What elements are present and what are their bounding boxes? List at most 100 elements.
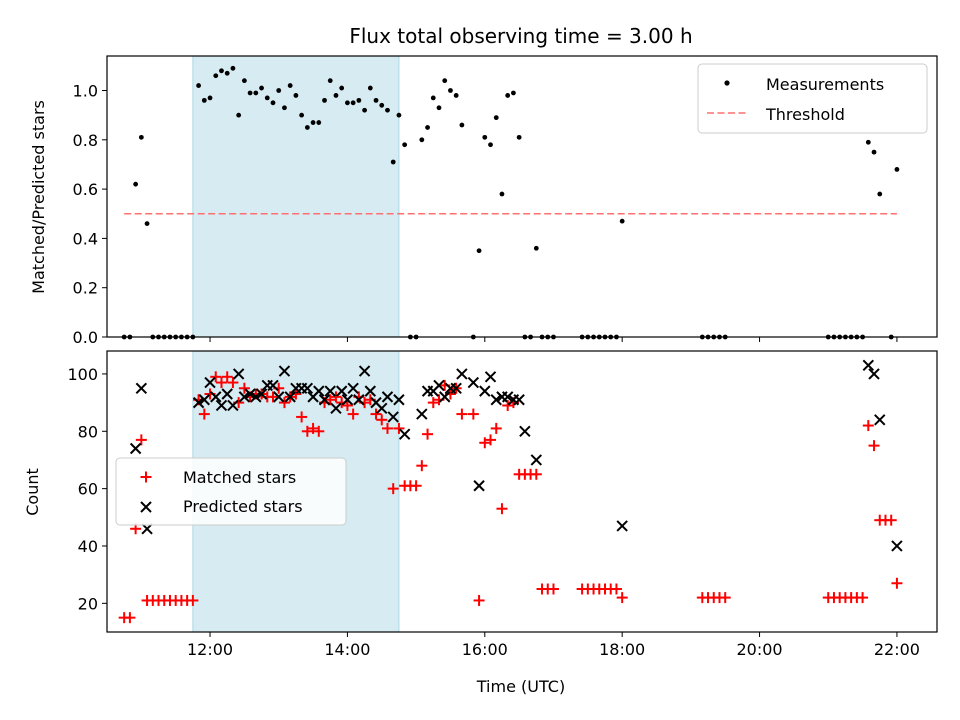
matched-star-point [868,440,880,452]
matched-star-point [307,422,319,434]
predicted-star-point [250,391,262,403]
predicted-star-point [267,379,279,392]
matched-star-point [330,391,342,403]
x-tick-label: 16:00 [462,640,508,659]
predicted-star-point [221,388,233,400]
matched-star-point [301,425,313,437]
matched-star-point [610,583,622,595]
matched-star-point [885,514,897,526]
measurement-point [276,88,282,93]
measurement-point [350,100,356,106]
measurement-point [316,120,322,125]
predicted-star-point [891,540,903,552]
measurement-point [356,97,362,103]
predicted-star-point [358,365,371,377]
legend-box [115,457,347,526]
matched-star-point [393,422,405,434]
measurement-point [476,248,482,254]
matched-star-point [215,377,227,389]
matched-star-point [381,422,393,434]
matched-star-point [187,594,199,606]
measurement-point [282,105,287,111]
matched-star-point [496,503,508,515]
shaded-interval [192,55,400,338]
predicted-star-point [513,394,525,406]
predicted-star-point [335,385,348,397]
measurement-point [448,88,453,93]
predicted-star-point [393,394,405,406]
measurement-point [287,83,293,88]
x-axis-label: Time (UTC) [476,677,565,696]
matched-star-point [490,422,502,434]
matched-star-point [530,468,542,480]
bottom-axes-frame [106,350,938,633]
measurement-point [505,93,511,98]
matched-star-point [370,408,382,420]
predicted-star-point [530,454,543,466]
legend-measurements-label: Measurements [766,75,884,94]
legend-predicted-label: Predicted stars [183,497,303,516]
predicted-star-point [501,391,514,403]
predicted-star-point [416,408,428,420]
measurement-point [402,142,408,148]
predicted-star-point [467,376,480,389]
predicted-star-point [874,414,886,426]
measurement-point [396,112,402,118]
predicted-star-point [479,385,491,397]
y-tick-label: 0.6 [73,180,98,199]
matched-star-point [719,592,731,604]
bottom-y-axis-label: Count [23,468,42,516]
matched-star-point [210,371,222,383]
matched-star-point [422,428,434,440]
matched-star-point [473,594,485,606]
measurement-point [877,191,883,197]
predicted-star-point [868,368,880,380]
matched-star-point [502,399,514,411]
y-tick-label: 20 [78,594,98,613]
predicted-star-point [255,388,268,400]
matched-star-point [857,592,869,604]
measurement-point [333,93,339,98]
matched-star-point [616,592,628,604]
matched-star-point [479,437,491,449]
measurement-point [482,134,488,140]
measurement-point [865,139,871,145]
predicted-star-point [484,371,497,383]
matched-star-point [227,377,239,389]
predicted-star-point [318,394,331,406]
measurement-point [379,102,385,108]
matched-star-point [278,397,290,409]
y-tick-label: 60 [78,480,98,499]
matched-star-point [891,577,903,589]
measurement-point [201,97,207,103]
legend-matched-marker [140,471,152,483]
measurement-point [390,159,396,165]
measurement-point [264,95,270,101]
predicted-star-point [387,411,399,423]
legend-box [697,63,928,134]
measurement-point [236,112,242,118]
measurement-point [138,134,144,140]
predicted-star-point [433,379,445,392]
predicted-star-point [273,391,285,403]
predicted-star-point [519,425,531,437]
matched-star-point [427,397,439,409]
y-tick-label: 0.8 [73,131,98,150]
predicted-star-point [376,402,388,415]
chart-title: Flux total observing time = 3.00 h [349,24,692,48]
legend-measurements-marker [724,80,730,86]
predicted-star-point [341,394,354,406]
measurement-point [339,85,345,91]
measurement-point [259,85,264,91]
y-tick-label: 0.4 [73,229,98,248]
legend-threshold-label: Threshold [765,105,845,124]
predicted-star-point [490,394,502,406]
measurement-point [871,149,877,155]
matched-star-point [341,399,353,411]
measurement-point [894,166,900,172]
predicted-star-point [227,399,239,412]
predicted-star-point [192,396,205,409]
predicted-star-point [232,368,245,380]
matched-star-point [296,411,308,423]
matched-star-point [347,408,359,420]
